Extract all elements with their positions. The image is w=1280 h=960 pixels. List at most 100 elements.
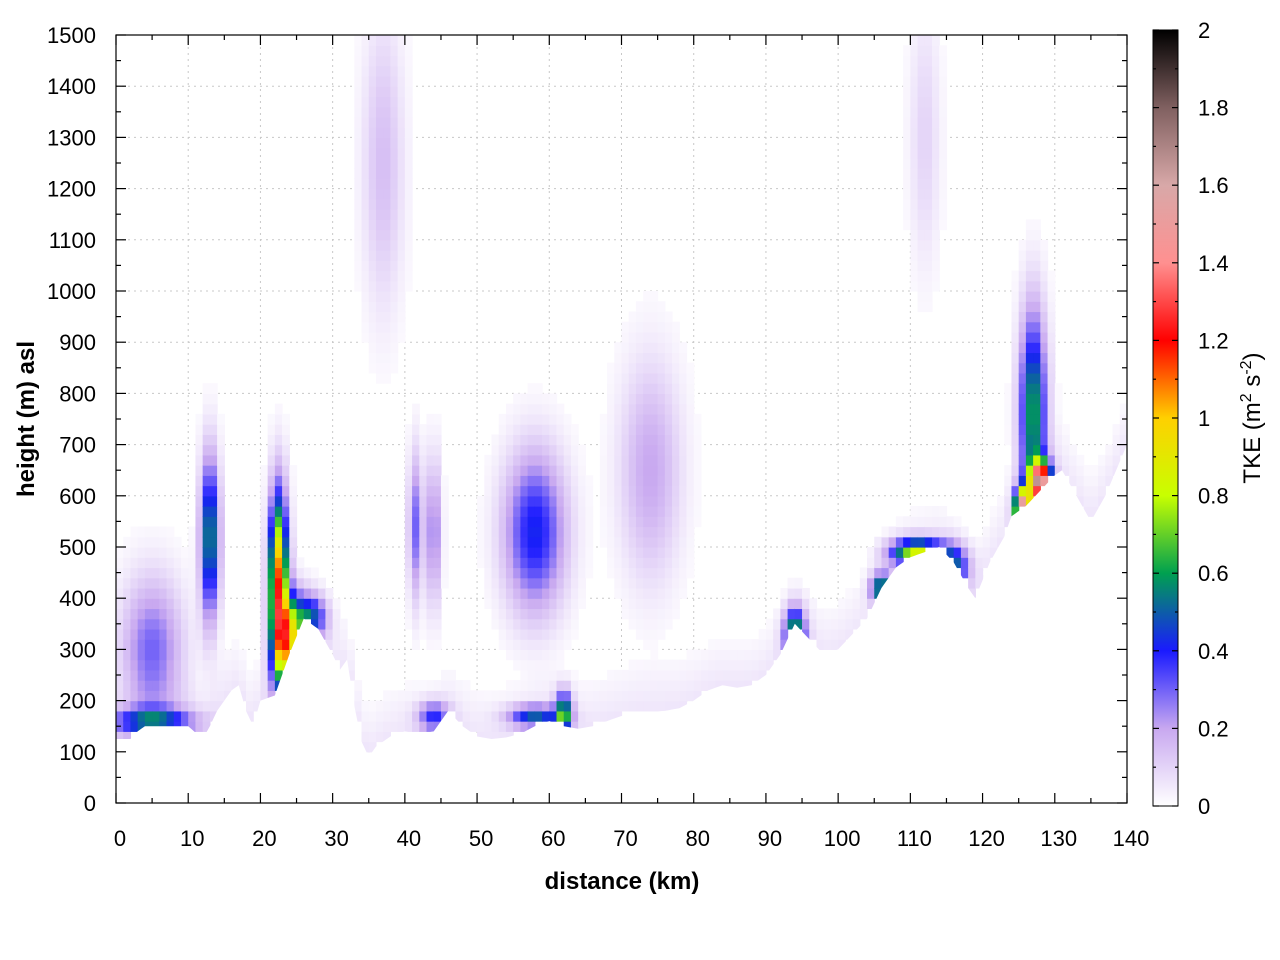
tke-cell (614, 680, 623, 691)
tke-cell (195, 680, 204, 691)
tke-cell (635, 608, 644, 620)
tke-cell (614, 557, 623, 569)
tke-cell (390, 721, 399, 732)
tke-cell (375, 86, 384, 98)
tke-cell (130, 700, 139, 712)
tke-cell (672, 465, 680, 476)
tke-cell (491, 536, 500, 548)
tke-cell (274, 516, 283, 528)
tke-cell (621, 393, 630, 405)
tke-cell (802, 608, 810, 620)
tke-cell (932, 127, 940, 138)
tke-cell (404, 96, 413, 108)
tke-cell (361, 710, 370, 722)
tke-cell (679, 413, 688, 425)
tke-cell (1018, 495, 1027, 507)
tke-cell (614, 434, 623, 446)
tke-cell (556, 659, 565, 671)
tke-cell (188, 547, 197, 558)
tke-cell (505, 567, 514, 579)
tke-cell (982, 526, 991, 538)
tke-cell (556, 567, 565, 579)
tke-cell (635, 506, 644, 517)
tke-cell (477, 690, 485, 702)
tke-cell (1119, 434, 1127, 446)
tke-cell (1076, 475, 1085, 487)
tke-cell (744, 649, 753, 661)
tke-cell (1069, 465, 1078, 476)
tke-cell (361, 229, 370, 241)
tke-cell (116, 587, 124, 599)
tke-cell (498, 495, 507, 507)
tke-cell (1040, 434, 1049, 446)
tke-cell (419, 680, 428, 691)
x-tick-label: 130 (1040, 826, 1077, 851)
tke-cell (274, 639, 283, 650)
tke-cell (390, 209, 399, 220)
tke-cell (1018, 475, 1027, 487)
tke-cell (130, 649, 139, 661)
tke-cell (513, 577, 521, 589)
tke-cell (968, 536, 976, 548)
tke-cell (1054, 383, 1063, 394)
tke-cell (383, 352, 392, 364)
tke-cell (635, 526, 644, 538)
tke-cell (477, 731, 485, 743)
tke-cell (282, 598, 290, 610)
tke-cell (542, 536, 550, 548)
tke-cell (513, 618, 521, 630)
tke-cell (354, 96, 363, 108)
tke-cell (209, 680, 218, 691)
tke-cell (469, 690, 478, 702)
tke-cell (166, 710, 175, 722)
tke-cell (520, 690, 529, 702)
tke-cell (491, 444, 500, 456)
tke-cell (498, 731, 507, 743)
tke-cell (152, 598, 160, 610)
tke-cell (361, 127, 370, 138)
tke-cell (1033, 434, 1041, 446)
tke-cell (672, 413, 680, 425)
tke-cell (455, 700, 464, 712)
tke-cell (433, 475, 442, 487)
tke-cell (375, 301, 384, 313)
tke-cell (173, 567, 182, 579)
tke-cell (570, 628, 579, 640)
tke-cell (433, 618, 442, 630)
tke-cell (202, 383, 211, 394)
tke-cell (910, 239, 919, 251)
tke-cell (419, 485, 428, 497)
tke-cell (491, 618, 500, 630)
tke-cell (686, 444, 695, 456)
tke-cell (657, 587, 666, 599)
tke-cell (144, 649, 153, 661)
colorbar-tick-label: 0 (1198, 794, 1210, 819)
tke-cell (404, 598, 413, 610)
tke-cell (939, 209, 948, 220)
tke-cell (282, 454, 290, 466)
tke-cell (534, 434, 543, 446)
tke-cell (448, 669, 457, 681)
tke-cell (549, 434, 558, 446)
tke-cell (578, 721, 586, 732)
tke-cell (491, 465, 500, 476)
tke-cell (440, 577, 449, 589)
tke-cell (137, 659, 146, 671)
tke-cell (1047, 280, 1056, 292)
tke-cell (1083, 506, 1092, 517)
tke-cell (563, 700, 572, 712)
tke-cell (1011, 362, 1020, 374)
tke-cell (116, 710, 124, 722)
tke-cell (354, 86, 363, 98)
tke-cell (650, 342, 659, 354)
tke-cell (1011, 465, 1020, 476)
tke-cell (202, 587, 211, 599)
tke-cell (498, 710, 507, 722)
tke-cell (657, 485, 666, 497)
tke-cell (664, 413, 673, 425)
tke-cell (513, 628, 521, 640)
tke-cell (599, 444, 608, 456)
tke-cell (513, 567, 521, 579)
tke-cell (975, 557, 984, 569)
tke-cell (520, 547, 529, 558)
